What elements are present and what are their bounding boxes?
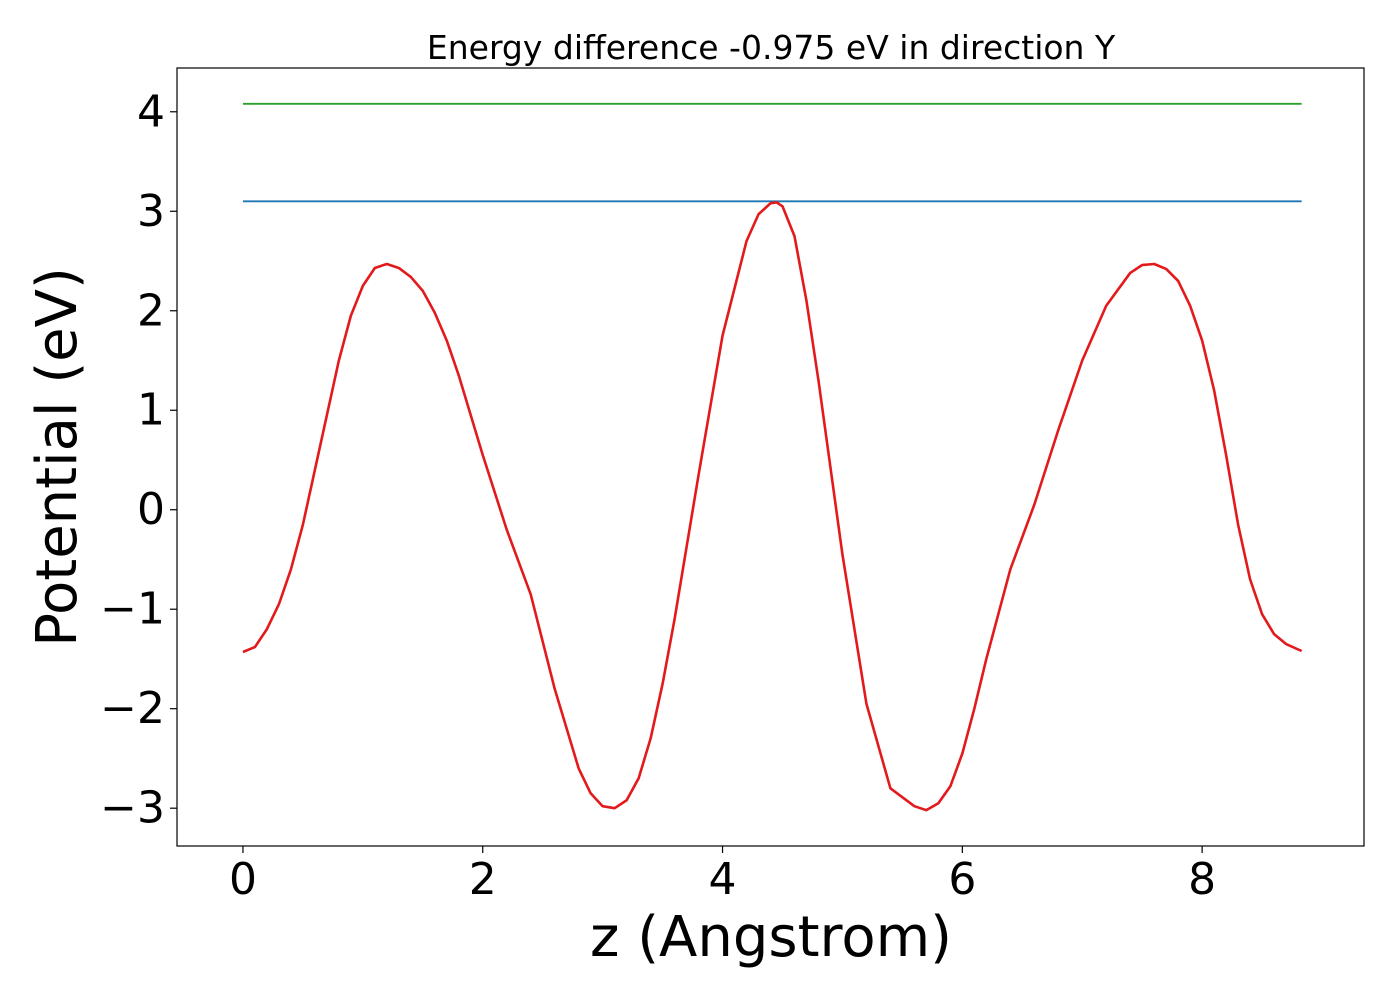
y-tick-label: −2 xyxy=(100,683,165,734)
y-tick-label: −1 xyxy=(100,584,165,635)
x-tick-label: 0 xyxy=(229,854,257,905)
y-axis-title: Potential (eV) xyxy=(25,267,90,647)
x-axis-title: z (Angstrom) xyxy=(590,905,952,970)
ticks-layer: 0 2 4 6 8 −3 −2 −1 0 1 2 3 4 xyxy=(100,86,1216,905)
x-tick-label: 6 xyxy=(948,854,976,905)
x-tick-label: 2 xyxy=(469,854,497,905)
chart-title: Energy difference -0.975 eV in direction… xyxy=(427,28,1116,67)
plot-frame xyxy=(176,67,1365,847)
y-tick-label: 0 xyxy=(137,484,165,535)
y-tick-label: 1 xyxy=(137,385,165,436)
y-tick-label: 3 xyxy=(137,186,165,237)
series-layer xyxy=(242,102,1303,812)
y-tick-label: 4 xyxy=(137,86,165,137)
x-tick-label: 8 xyxy=(1188,854,1216,905)
series-line-2 xyxy=(242,201,1303,812)
x-tick-label: 4 xyxy=(709,854,737,905)
y-tick-label: −3 xyxy=(100,783,165,834)
y-tick-label: 2 xyxy=(137,285,165,336)
